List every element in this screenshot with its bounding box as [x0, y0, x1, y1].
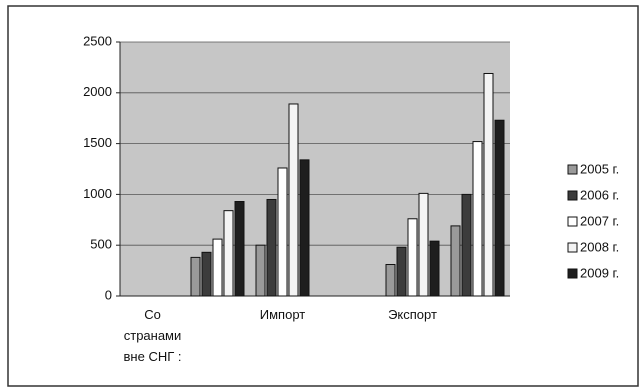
legend-label: 2009 г. — [580, 265, 619, 280]
legend-label: 2005 г. — [580, 161, 619, 176]
bar — [212, 238, 223, 297]
bar — [407, 218, 418, 297]
legend-label: 2007 г. — [580, 213, 619, 228]
legend-swatch — [567, 268, 578, 279]
bar — [201, 251, 212, 297]
x-tick-label: Импорт — [259, 307, 306, 322]
x-tick-label: Со странами вне СНГ : — [123, 307, 182, 364]
y-tick-label: 1500 — [83, 135, 112, 150]
bar — [483, 72, 494, 297]
bar — [450, 225, 461, 297]
bar — [418, 192, 429, 297]
bar — [429, 240, 440, 297]
legend-swatch — [567, 164, 578, 175]
bar — [385, 264, 396, 297]
legend-label: 2006 г. — [580, 187, 619, 202]
bar — [190, 256, 201, 297]
bar — [266, 198, 277, 297]
legend-swatch — [567, 190, 578, 201]
y-tick-label: 2000 — [83, 84, 112, 99]
bar — [396, 246, 407, 297]
y-tick-label: 500 — [90, 237, 112, 252]
y-tick-label: 2500 — [83, 33, 112, 48]
plot-area — [120, 42, 510, 296]
y-tick-label: 1000 — [83, 186, 112, 201]
bar — [223, 210, 234, 297]
bar — [494, 119, 505, 297]
bar — [277, 167, 288, 297]
bar — [472, 141, 483, 297]
bar — [299, 159, 310, 297]
bar — [234, 201, 245, 297]
bar — [288, 103, 299, 297]
bar — [255, 244, 266, 297]
legend-swatch — [567, 242, 578, 253]
bar — [461, 193, 472, 297]
legend-swatch — [567, 216, 578, 227]
x-tick-label: Экспорт — [388, 307, 437, 322]
legend-label: 2008 г. — [580, 239, 619, 254]
y-tick-label: 0 — [105, 287, 112, 302]
